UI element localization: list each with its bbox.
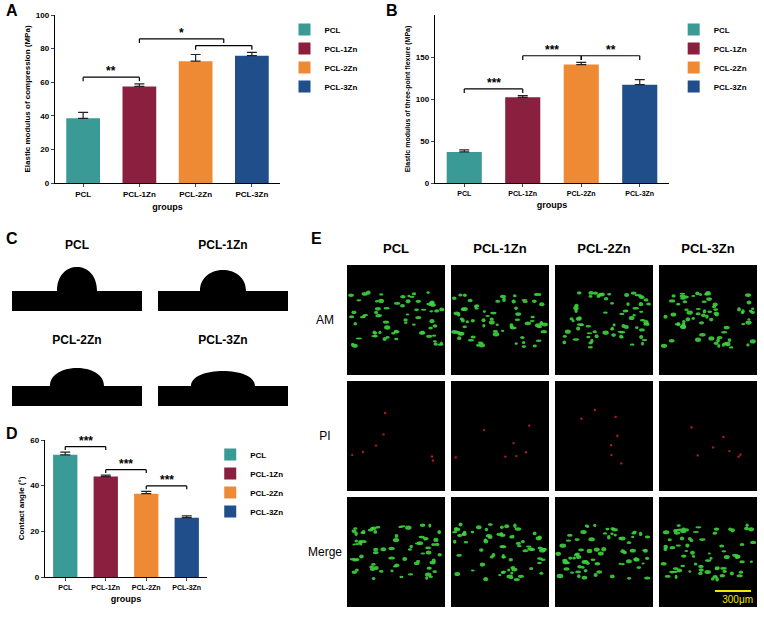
svg-text:PCL-3Zn: PCL-3Zn [681, 241, 735, 256]
svg-text:Elastic modulus of compression: Elastic modulus of compression (MPa) [23, 25, 32, 172]
svg-text:PCL-3Zn: PCL-3Zn [172, 584, 201, 591]
svg-text:Contact angle (°): Contact angle (°) [17, 476, 26, 540]
svg-text:PCL-3Zn: PCL-3Zn [325, 83, 358, 92]
svg-text:60: 60 [40, 78, 49, 87]
svg-text:**: ** [106, 64, 116, 78]
svg-text:20: 20 [30, 527, 39, 536]
svg-text:PCL-2Zn: PCL-2Zn [179, 190, 212, 199]
svg-text:PCL-1Zn: PCL-1Zn [714, 45, 747, 54]
svg-text:0: 0 [425, 179, 430, 188]
svg-text:0: 0 [35, 573, 40, 582]
svg-text:***: *** [79, 434, 93, 448]
svg-text:PCL-1Zn: PCL-1Zn [250, 470, 283, 479]
svg-text:PCL-3Zn: PCL-3Zn [250, 508, 283, 517]
svg-text:PCL-3Zn: PCL-3Zn [235, 190, 268, 199]
svg-text:PCL: PCL [457, 190, 472, 197]
svg-text:50: 50 [420, 137, 429, 146]
html-text:C: C [6, 230, 18, 247]
svg-text:PCL-2Zn: PCL-2Zn [52, 333, 101, 347]
svg-text:PCL-1Zn: PCL-1Zn [123, 190, 156, 199]
svg-text:PCL-2Zn: PCL-2Zn [132, 584, 161, 591]
svg-text:PCL-2Zn: PCL-2Zn [325, 64, 358, 73]
svg-text:PCL: PCL [383, 241, 409, 256]
svg-text:PCL-3Zn: PCL-3Zn [198, 333, 247, 347]
svg-text:PCL-2Zn: PCL-2Zn [577, 241, 631, 256]
svg-text:PCL-1Zn: PCL-1Zn [473, 241, 527, 256]
svg-text:PCL-2Zn: PCL-2Zn [250, 489, 283, 498]
svg-text:**: ** [606, 43, 616, 57]
svg-text:0: 0 [45, 179, 50, 188]
svg-text:PCL-2Zn: PCL-2Zn [714, 64, 747, 73]
svg-text:groups: groups [152, 202, 183, 212]
html-text:B: B [386, 2, 398, 19]
svg-text:***: *** [487, 76, 501, 90]
svg-text:40: 40 [30, 481, 39, 490]
svg-text:groups: groups [537, 200, 568, 210]
svg-text:***: *** [119, 457, 133, 471]
svg-text:PCL: PCL [714, 26, 730, 35]
svg-text:100: 100 [416, 95, 430, 104]
svg-text:PCL-1Zn: PCL-1Zn [91, 584, 120, 591]
svg-text:PCL-1Zn: PCL-1Zn [325, 45, 358, 54]
svg-text:60: 60 [30, 436, 39, 445]
svg-text:PCL-1Zn: PCL-1Zn [198, 238, 247, 252]
svg-text:groups: groups [111, 594, 142, 604]
svg-text:PCL: PCL [325, 26, 341, 35]
svg-text:PCL-1Zn: PCL-1Zn [508, 190, 537, 197]
svg-text:100: 100 [36, 11, 50, 20]
html-text:A: A [6, 2, 18, 19]
svg-text:PCL-2Zn: PCL-2Zn [567, 190, 596, 197]
svg-text:PCL: PCL [250, 451, 266, 460]
svg-text:AM: AM [316, 313, 334, 327]
svg-text:300μm: 300μm [722, 594, 753, 605]
svg-text:80: 80 [40, 44, 49, 53]
svg-text:Elastic modulus of three-point: Elastic modulus of three-point flexure (… [404, 26, 412, 173]
svg-text:*: * [179, 26, 184, 40]
svg-text:PCL: PCL [65, 238, 89, 252]
svg-text:Merge: Merge [308, 545, 342, 559]
svg-text:***: *** [160, 473, 174, 487]
svg-text:PCL-3Zn: PCL-3Zn [625, 190, 654, 197]
svg-text:150: 150 [416, 53, 430, 62]
svg-text:***: *** [545, 43, 559, 57]
svg-text:PI: PI [319, 429, 330, 443]
svg-text:20: 20 [40, 145, 49, 154]
svg-text:PCL: PCL [75, 190, 91, 199]
svg-text:PCL-3Zn: PCL-3Zn [714, 83, 747, 92]
html-text:D: D [6, 425, 18, 442]
svg-text:PCL: PCL [58, 584, 73, 591]
html-text:E: E [311, 230, 322, 247]
svg-text:40: 40 [40, 112, 49, 121]
